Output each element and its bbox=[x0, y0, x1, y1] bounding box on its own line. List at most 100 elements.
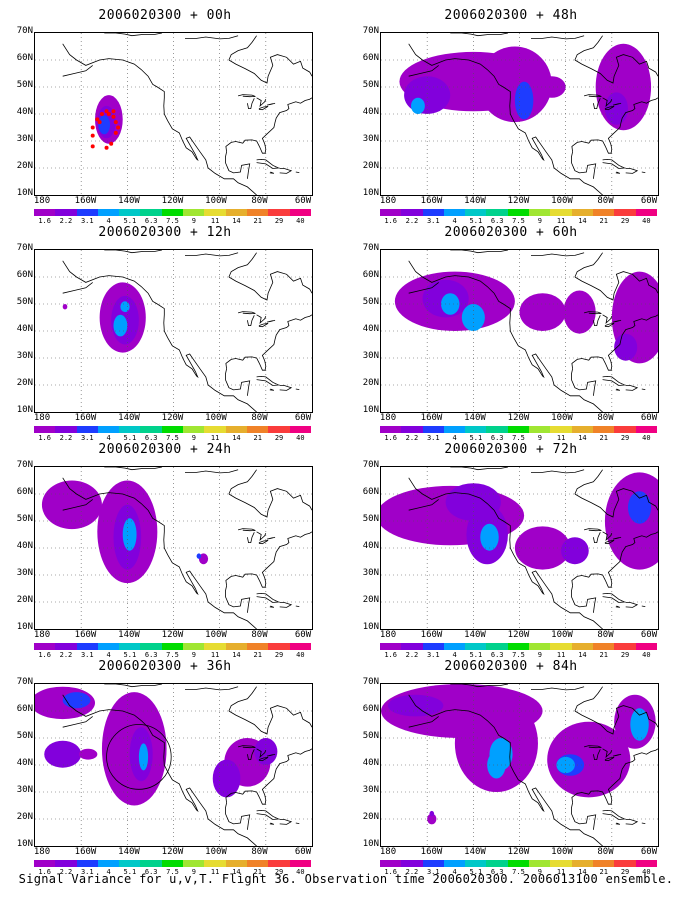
coastline bbox=[269, 171, 275, 174]
coastline bbox=[62, 282, 93, 294]
coastline bbox=[256, 531, 267, 541]
colorbar-swatch bbox=[55, 860, 77, 867]
coastline bbox=[104, 467, 163, 471]
coastline bbox=[224, 368, 251, 396]
colorbar-swatch bbox=[289, 860, 311, 867]
colorbar-swatch bbox=[246, 209, 269, 216]
coastline bbox=[62, 499, 93, 511]
coastline bbox=[104, 33, 163, 37]
colorbar-label: 7.5 bbox=[512, 217, 525, 225]
colorbar-swatch bbox=[443, 209, 466, 216]
y-axis-tick-label: 30N bbox=[16, 134, 33, 144]
y-axis-tick-label: 40N bbox=[16, 324, 33, 334]
coastline bbox=[224, 585, 251, 613]
colorbar-label: 9 bbox=[191, 651, 196, 659]
coastline bbox=[279, 168, 293, 174]
colorbar-label: 1.6 bbox=[38, 651, 51, 659]
colorbar-label: 4 bbox=[452, 651, 457, 659]
colorbar-swatch bbox=[289, 426, 311, 433]
x-axis-tick-label: 60W bbox=[294, 630, 312, 640]
colorbar-label: 9 bbox=[537, 434, 542, 442]
y-axis-tick-label: 20N bbox=[362, 812, 379, 822]
colorbar-swatch bbox=[422, 860, 444, 867]
map-svg bbox=[35, 33, 312, 195]
y-axis-tick-label: 10N bbox=[362, 405, 379, 415]
variance-contour bbox=[604, 472, 658, 570]
variance-contour bbox=[614, 333, 638, 361]
map-svg bbox=[35, 467, 312, 629]
y-axis-tick-label: 60N bbox=[16, 487, 33, 497]
x-axis-tick-label: 100W bbox=[205, 196, 227, 206]
colorbar-label: 29 bbox=[620, 868, 630, 876]
y-axis-tick-label: 20N bbox=[16, 378, 33, 388]
colorbar-label: 9 bbox=[191, 868, 196, 876]
x-axis-tick-label: 120W bbox=[507, 413, 530, 423]
colorbar-swatch bbox=[507, 209, 530, 216]
coastline bbox=[641, 822, 646, 824]
coastline bbox=[593, 98, 601, 109]
coastline bbox=[583, 745, 602, 749]
coastline bbox=[62, 694, 257, 846]
colorbar-label: 2.2 bbox=[59, 651, 73, 659]
y-axis-tick-label: 50N bbox=[16, 80, 33, 90]
colorbar-label: 5.1 bbox=[469, 651, 483, 659]
colorbar-swatch bbox=[529, 426, 551, 433]
colorbar-swatch bbox=[550, 643, 572, 650]
coastline bbox=[256, 748, 267, 758]
y-axis-tick-label: 10N bbox=[16, 405, 33, 415]
colorbar-label: 5.1 bbox=[469, 434, 483, 442]
coastline bbox=[593, 315, 601, 326]
coastline bbox=[408, 477, 603, 629]
colorbar-label: 14 bbox=[232, 217, 241, 225]
colorbar-swatch bbox=[443, 643, 466, 650]
variance-contour bbox=[212, 759, 241, 798]
colorbar-label: 6.3 bbox=[490, 868, 504, 876]
x-axis-tick-label: 120W bbox=[507, 630, 530, 640]
coastline bbox=[279, 385, 293, 391]
coastline bbox=[62, 716, 93, 728]
coastline bbox=[531, 469, 585, 474]
colorbar-swatch bbox=[571, 643, 593, 650]
y-axis-tick-label: 60N bbox=[362, 53, 379, 63]
colorbar-swatch bbox=[76, 860, 98, 867]
colorbar-label: 14 bbox=[578, 434, 587, 442]
variance-contour bbox=[62, 692, 91, 709]
colorbar-swatch bbox=[614, 426, 636, 433]
colorbar-swatch bbox=[614, 209, 636, 216]
colorbar-label: 11 bbox=[210, 434, 220, 442]
coastline bbox=[256, 375, 281, 386]
coastline bbox=[269, 822, 275, 825]
coastline bbox=[593, 532, 601, 543]
x-axis-tick-label: 80W bbox=[597, 196, 614, 206]
y-axis-tick-label: 60N bbox=[362, 487, 379, 497]
coastline bbox=[408, 282, 439, 294]
colorbar-label: 1.6 bbox=[384, 651, 397, 659]
coastline bbox=[247, 532, 255, 543]
coastline bbox=[583, 311, 602, 315]
coastline bbox=[615, 388, 621, 391]
colorbar-swatch bbox=[486, 426, 508, 433]
x-axis-tick-label: 140W bbox=[464, 630, 486, 640]
coastline bbox=[256, 314, 267, 324]
panel-title: 2006020300 + 84h bbox=[444, 659, 578, 674]
variance-contour bbox=[461, 304, 485, 331]
panel-title: 2006020300 + 48h bbox=[444, 8, 578, 23]
colorbar-swatch bbox=[119, 643, 141, 650]
flight-track-point bbox=[90, 125, 95, 130]
colorbar-label: 5.1 bbox=[123, 217, 137, 225]
map-plot-area bbox=[380, 249, 659, 413]
coastline bbox=[258, 540, 269, 545]
coastline bbox=[641, 605, 646, 607]
coastline bbox=[570, 585, 597, 613]
flight-track-point bbox=[104, 109, 109, 114]
coastline bbox=[602, 314, 613, 324]
coastline bbox=[295, 822, 300, 824]
colorbar-label: 3.1 bbox=[426, 651, 440, 659]
colorbar-swatch bbox=[635, 860, 657, 867]
colorbar-label: 29 bbox=[620, 434, 630, 442]
colorbar-swatch bbox=[268, 643, 290, 650]
colorbar-swatch bbox=[55, 426, 77, 433]
map-panel: 2006020300 + 36h 70N 60N 50N 40N 30N 20N 10N 180… bbox=[0, 659, 330, 876]
colorbar-swatch bbox=[76, 643, 98, 650]
variance-contour bbox=[429, 810, 435, 817]
